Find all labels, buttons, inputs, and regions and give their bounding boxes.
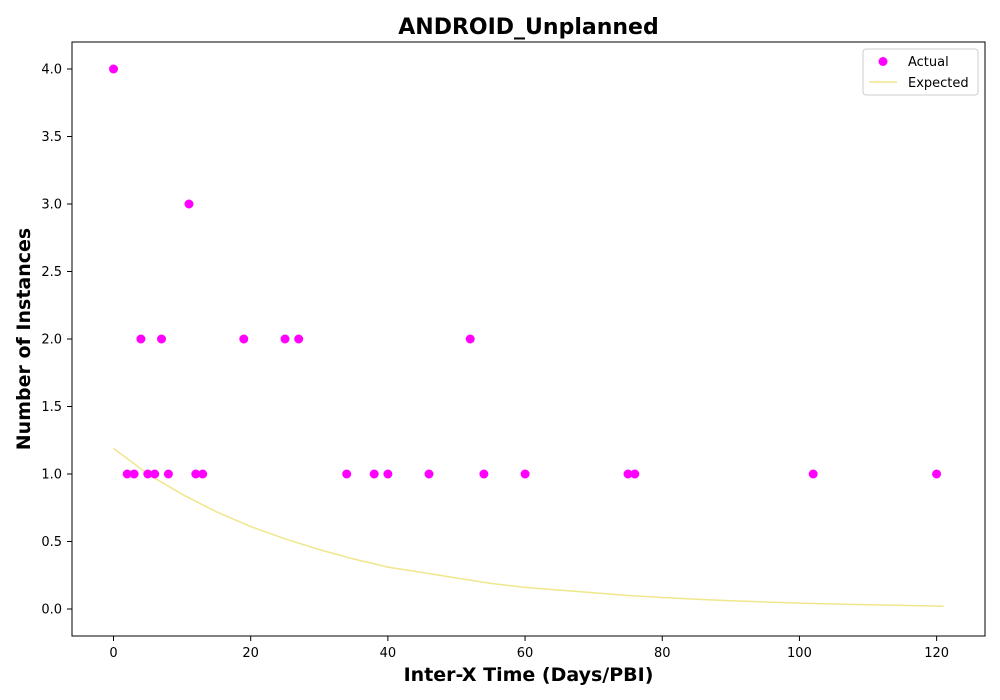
y-tick-label: 4.0: [41, 63, 62, 78]
actual-data-point: [465, 334, 475, 344]
chart-title: ANDROID_Unplanned: [398, 15, 658, 40]
actual-data-point: [198, 469, 208, 479]
actual-data-point: [479, 469, 489, 479]
actual-data-point: [383, 469, 393, 479]
legend-expected-label: Expected: [908, 76, 969, 91]
actual-data-point: [122, 469, 132, 479]
actual-data-point: [808, 469, 818, 479]
actual-data-point: [520, 469, 530, 479]
x-tick-label: 120: [924, 646, 949, 661]
actual-data-point: [136, 334, 146, 344]
actual-data-point: [294, 334, 304, 344]
x-tick-label: 80: [654, 646, 671, 661]
actual-data-point: [280, 334, 290, 344]
actual-data-point: [932, 469, 942, 479]
y-tick-label: 2.5: [41, 265, 62, 280]
expected-series-line: [113, 447, 944, 608]
y-tick-label: 1.0: [41, 468, 62, 483]
plot-frame: [71, 41, 986, 637]
actual-data-point: [109, 64, 118, 74]
x-tick-label: 40: [380, 646, 397, 661]
y-tick-label: 3.5: [41, 130, 62, 145]
actual-data-point: [630, 469, 640, 479]
legend-actual-label: Actual: [908, 55, 949, 70]
actual-data-point: [163, 469, 173, 479]
actual-data-point: [150, 469, 160, 479]
actual-data-point: [129, 469, 139, 479]
actual-data-point: [623, 469, 633, 479]
y-tick-label: 0.5: [41, 535, 62, 550]
legend-actual-marker: [878, 57, 888, 66]
expected-line-layer: [113, 447, 944, 608]
y-tick-label: 0.0: [41, 603, 62, 618]
x-axis-label: Inter-X Time (Days/PBI): [404, 664, 654, 686]
legend: Actual Expected: [862, 48, 979, 96]
y-tick-label: 3.0: [41, 198, 62, 213]
actual-points-layer: [109, 64, 942, 479]
x-tick-label: 0: [109, 646, 117, 661]
x-tick-label: 60: [517, 646, 534, 661]
actual-data-point: [342, 469, 352, 479]
actual-data-point: [157, 334, 166, 344]
x-axis: 0 20 40 60 80 100 120: [109, 636, 949, 661]
actual-data-point: [184, 199, 194, 209]
actual-data-point: [143, 469, 153, 479]
legend-box: [862, 48, 979, 96]
x-tick-label: 20: [242, 646, 259, 661]
x-tick-label: 100: [787, 646, 812, 661]
y-tick-label: 1.5: [41, 400, 62, 415]
actual-data-point: [424, 469, 434, 479]
actual-data-point: [239, 334, 249, 344]
actual-data-point: [369, 469, 379, 479]
y-tick-label: 2.0: [41, 333, 62, 348]
y-axis-label: Number of Instances: [13, 228, 35, 450]
y-axis: 0.0 0.5 1.0 1.5 2.0 2.5 3.0 3.5 4.0: [41, 63, 72, 618]
actual-data-point: [191, 469, 201, 479]
